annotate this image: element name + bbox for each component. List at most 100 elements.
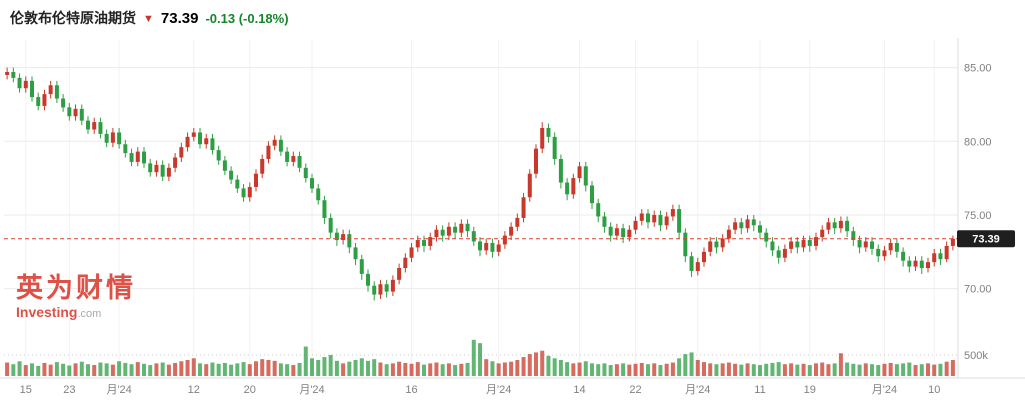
volume-bar	[372, 359, 377, 376]
volume-bar	[789, 363, 794, 376]
candle-body	[422, 240, 426, 246]
volume-bar	[845, 362, 850, 376]
candle-body	[571, 178, 576, 195]
candle-body	[708, 241, 713, 252]
candle-body	[720, 238, 725, 248]
volume-bar	[166, 364, 171, 376]
volume-bar	[888, 362, 893, 376]
candle-body	[614, 228, 619, 236]
volume-bar	[73, 363, 78, 376]
candle-body	[123, 144, 128, 154]
candle-body	[303, 167, 308, 179]
candle-body	[938, 253, 943, 260]
volume-bar	[502, 362, 507, 376]
volume-bar	[646, 364, 650, 376]
candle-body	[353, 247, 358, 260]
instrument-title: 伦敦布伦特原油期货	[10, 10, 136, 26]
volume-bar	[801, 363, 806, 376]
volume-bar	[79, 361, 84, 376]
volume-bar	[23, 365, 28, 376]
candle-body	[98, 122, 103, 134]
candle-body	[726, 229, 731, 239]
candle-body	[247, 186, 252, 198]
candle-body	[633, 220, 638, 230]
candle-body	[882, 250, 887, 257]
candle-body	[160, 164, 165, 177]
instrument-header: 伦敦布伦特原油期货 ▼ 73.39 -0.13 (-0.18%)	[10, 8, 289, 28]
volume-bar	[664, 363, 669, 376]
volume-bar	[104, 363, 109, 376]
candle-body	[216, 150, 221, 161]
candle-body	[179, 147, 184, 158]
candle-body	[154, 164, 159, 173]
volume-bar	[590, 363, 594, 376]
candle-body	[5, 72, 10, 75]
candle-body	[863, 241, 868, 248]
candle-body	[857, 240, 862, 248]
volume-bar	[807, 365, 812, 376]
volume-bar	[390, 363, 395, 376]
y-axis-label: 85.00	[964, 63, 992, 75]
candle-body	[42, 94, 47, 106]
volume-bar	[428, 363, 433, 376]
candle-body	[278, 139, 283, 152]
candle-body	[409, 247, 414, 258]
volume-bar	[353, 360, 358, 376]
candle-body	[590, 185, 594, 204]
candle-body	[807, 240, 812, 246]
candle-body	[776, 250, 781, 258]
volume-bar	[527, 354, 532, 376]
volume-bar	[832, 363, 837, 376]
candle-body	[478, 241, 482, 251]
current-price-tag-label: 73.39	[972, 234, 1000, 246]
volume-bar	[210, 362, 215, 376]
x-axis-label: 16	[405, 384, 417, 396]
candle-body	[117, 132, 122, 145]
volume-bar	[677, 358, 682, 376]
candle-body	[241, 188, 246, 198]
volume-bar	[465, 362, 470, 376]
price-change: -0.13 (-0.18%)	[205, 11, 288, 26]
volume-bar	[894, 364, 899, 376]
candle-body	[509, 226, 514, 236]
candle-body	[789, 241, 794, 249]
candle-body	[67, 107, 72, 117]
candle-body	[515, 217, 520, 227]
volume-bar	[17, 361, 22, 376]
candle-body	[814, 237, 818, 246]
candle-body	[204, 138, 209, 145]
candle-body	[341, 234, 346, 241]
candle-body	[583, 166, 588, 186]
volume-bar	[297, 362, 302, 376]
candle-body	[129, 153, 134, 162]
volume-bar	[148, 365, 153, 376]
candle-body	[446, 226, 451, 236]
candle-body	[608, 226, 613, 236]
candle-body	[79, 108, 84, 121]
x-axis-label: 19	[804, 384, 816, 396]
volume-bar	[129, 364, 134, 376]
candle-body	[366, 273, 370, 286]
volume-bar	[870, 364, 874, 376]
candle-body	[764, 232, 769, 242]
volume-bar	[86, 364, 90, 376]
volume-bar	[453, 365, 458, 376]
volume-bar	[5, 362, 10, 376]
candle-body	[739, 222, 744, 229]
x-axis-label: 月'24	[872, 384, 897, 396]
grid-layer	[4, 40, 958, 378]
candle-body	[378, 284, 383, 295]
volume-bar	[726, 362, 731, 376]
candle-body	[558, 158, 563, 183]
volume-bar	[627, 364, 632, 376]
volume-bar	[204, 364, 209, 376]
candle-body	[384, 284, 389, 292]
volume-bar	[670, 362, 675, 376]
candle-body	[36, 97, 41, 106]
candle-body	[142, 151, 146, 164]
candle-body	[546, 128, 551, 137]
candle-body	[92, 122, 97, 130]
candle-body	[652, 214, 657, 223]
candle-body	[932, 253, 937, 263]
